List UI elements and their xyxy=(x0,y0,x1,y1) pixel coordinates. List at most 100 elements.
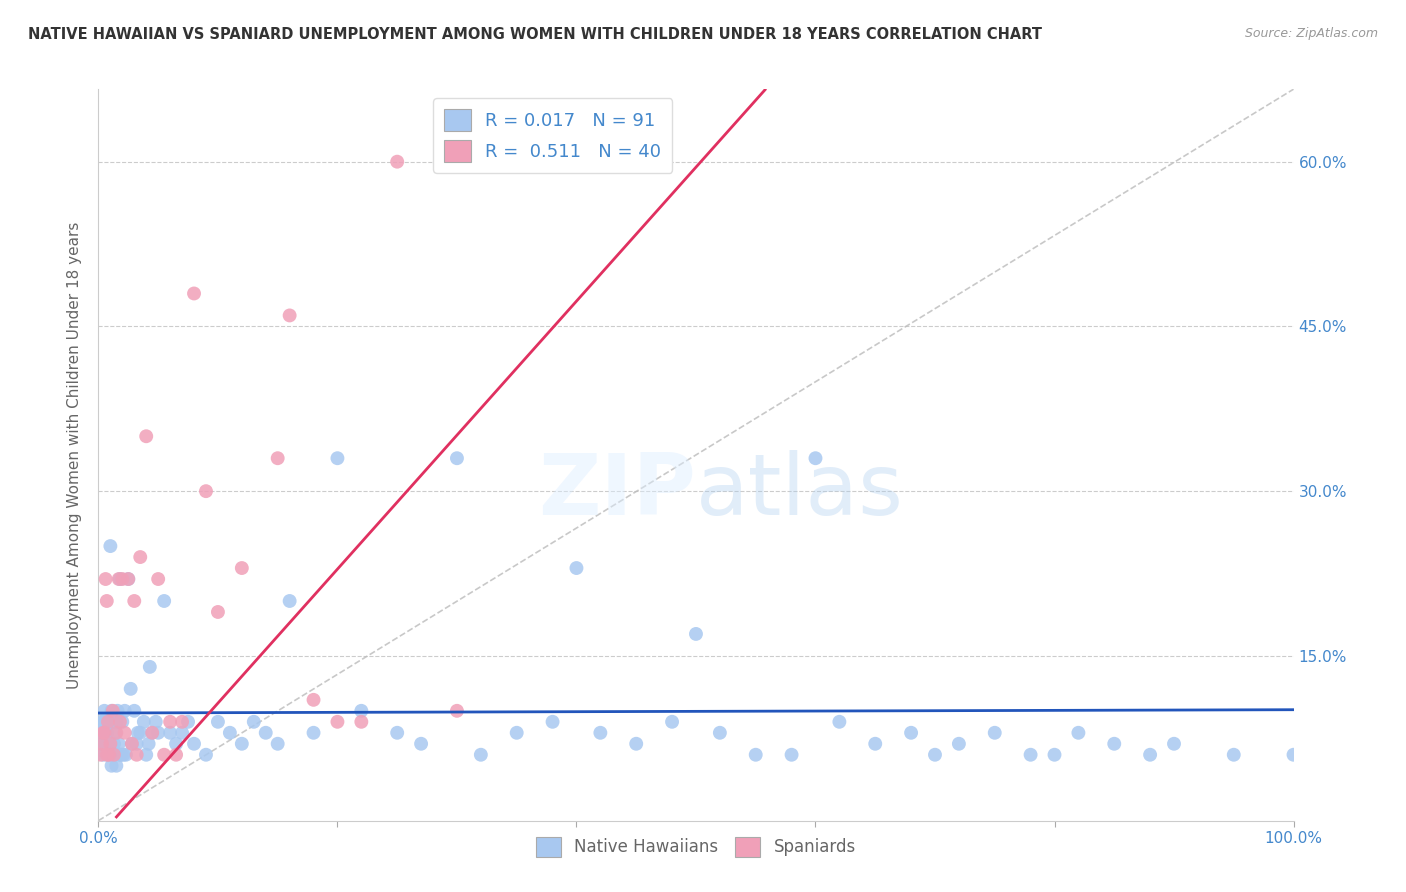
Point xyxy=(93,704,115,718)
Point xyxy=(302,726,325,740)
Point xyxy=(141,726,163,740)
Point xyxy=(108,572,131,586)
Point xyxy=(145,714,167,729)
Point xyxy=(90,726,112,740)
Point xyxy=(626,737,648,751)
Point xyxy=(105,714,128,729)
Point xyxy=(470,747,492,762)
Point xyxy=(125,747,148,762)
Point xyxy=(153,747,176,762)
Point xyxy=(108,714,131,729)
Point xyxy=(96,726,118,740)
Point xyxy=(100,758,122,772)
Point xyxy=(165,737,187,751)
Point xyxy=(177,714,200,729)
Legend: Native Hawaiians, Spaniards: Native Hawaiians, Spaniards xyxy=(530,830,862,863)
Point xyxy=(541,714,564,729)
Point xyxy=(984,726,1007,740)
Point xyxy=(278,309,301,323)
Point xyxy=(183,286,205,301)
Point xyxy=(506,726,529,740)
Point xyxy=(153,594,176,608)
Point xyxy=(107,572,129,586)
Point xyxy=(91,747,114,762)
Point xyxy=(900,726,922,740)
Point xyxy=(94,737,117,751)
Point xyxy=(132,714,155,729)
Point xyxy=(1019,747,1042,762)
Point xyxy=(97,714,120,729)
Point xyxy=(96,726,118,740)
Point xyxy=(231,561,253,575)
Point xyxy=(1102,737,1125,751)
Point xyxy=(243,714,266,729)
Point xyxy=(91,737,114,751)
Point xyxy=(90,747,112,762)
Point xyxy=(93,714,115,729)
Point xyxy=(91,737,114,751)
Point xyxy=(924,747,946,762)
Point xyxy=(948,737,970,751)
Point xyxy=(129,726,152,740)
Point xyxy=(302,693,325,707)
Point xyxy=(148,726,170,740)
Point xyxy=(661,714,683,729)
Point xyxy=(172,726,194,740)
Point xyxy=(685,627,707,641)
Point xyxy=(121,737,143,751)
Point xyxy=(709,726,731,740)
Point xyxy=(105,726,128,740)
Point xyxy=(105,758,128,772)
Point xyxy=(93,726,115,740)
Point xyxy=(1222,747,1246,762)
Point xyxy=(326,451,349,466)
Point xyxy=(565,561,588,575)
Point xyxy=(804,451,827,466)
Point xyxy=(148,572,170,586)
Point xyxy=(111,572,134,586)
Point xyxy=(120,681,142,696)
Point xyxy=(104,726,127,740)
Point xyxy=(98,737,121,751)
Point xyxy=(350,704,373,718)
Point xyxy=(138,737,160,751)
Point xyxy=(91,714,114,729)
Point xyxy=(91,726,114,740)
Point xyxy=(589,726,612,740)
Point xyxy=(114,704,136,718)
Point xyxy=(159,714,181,729)
Point xyxy=(98,539,122,553)
Point xyxy=(385,154,409,169)
Point xyxy=(98,747,121,762)
Point xyxy=(278,594,301,608)
Point xyxy=(103,747,125,762)
Point xyxy=(1067,726,1090,740)
Point xyxy=(411,737,433,751)
Text: atlas: atlas xyxy=(696,450,904,533)
Point xyxy=(98,737,122,751)
Point xyxy=(117,572,139,586)
Point xyxy=(115,747,138,762)
Point xyxy=(101,704,124,718)
Text: ZIP: ZIP xyxy=(538,450,696,533)
Point xyxy=(111,714,134,729)
Text: Source: ZipAtlas.com: Source: ZipAtlas.com xyxy=(1244,27,1378,40)
Point xyxy=(194,484,218,499)
Point xyxy=(350,714,373,729)
Point xyxy=(100,704,122,718)
Point xyxy=(207,714,229,729)
Point xyxy=(141,726,163,740)
Point xyxy=(103,747,125,762)
Point xyxy=(446,451,468,466)
Point xyxy=(98,747,121,762)
Point xyxy=(127,726,149,740)
Point xyxy=(446,704,468,718)
Point xyxy=(385,726,409,740)
Point xyxy=(1163,737,1185,751)
Point xyxy=(107,737,129,751)
Point xyxy=(107,704,129,718)
Point xyxy=(124,704,146,718)
Y-axis label: Unemployment Among Women with Children Under 18 years: Unemployment Among Women with Children U… xyxy=(67,221,83,689)
Point xyxy=(125,737,148,751)
Point xyxy=(139,660,162,674)
